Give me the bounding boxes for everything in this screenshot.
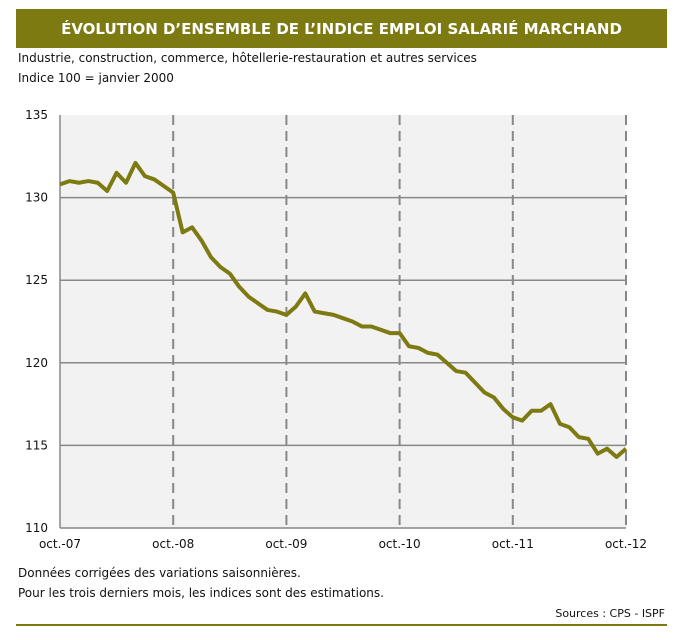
base-note: Indice 100 = janvier 2000 (18, 71, 174, 85)
x-tick-label: oct.-09 (265, 537, 307, 551)
x-tick-label: oct.-12 (605, 537, 647, 551)
y-tick-label: 130 (25, 191, 48, 205)
y-tick-label: 115 (25, 438, 48, 452)
x-tick-label: oct.-08 (152, 537, 194, 551)
y-tick-label: 135 (25, 108, 48, 122)
chart-title: ÉVOLUTION D’ENSEMBLE DE L’INDICE EMPLOI … (16, 9, 667, 48)
y-tick-label: 120 (25, 356, 48, 370)
x-tick-label: oct.-10 (379, 537, 421, 551)
note-estimates: Pour les trois derniers mois, les indice… (18, 586, 384, 600)
source: Sources : CPS - ISPF (555, 607, 665, 620)
x-tick-label: oct.-11 (492, 537, 534, 551)
chart-subtitle: Industrie, construction, commerce, hôtel… (18, 51, 477, 65)
bottom-rule (16, 624, 667, 626)
plot-area (60, 115, 626, 528)
y-tick-label: 110 (25, 521, 48, 535)
y-tick-label: 125 (25, 273, 48, 287)
x-tick-label: oct.-07 (39, 537, 81, 551)
note-seasonal: Données corrigées des variations saisonn… (18, 566, 301, 580)
